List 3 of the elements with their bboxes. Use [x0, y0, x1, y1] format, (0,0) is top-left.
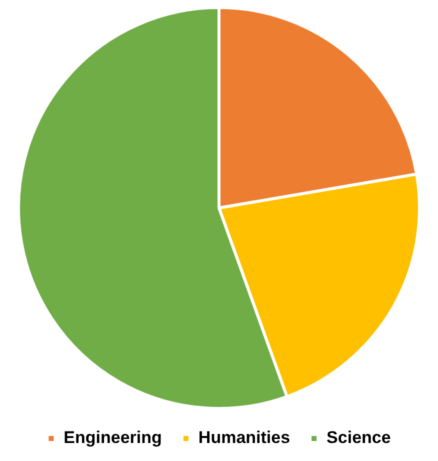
- legend-label: Engineering: [64, 428, 162, 448]
- legend-label: Humanities: [198, 428, 290, 448]
- legend-label: Science: [326, 428, 391, 448]
